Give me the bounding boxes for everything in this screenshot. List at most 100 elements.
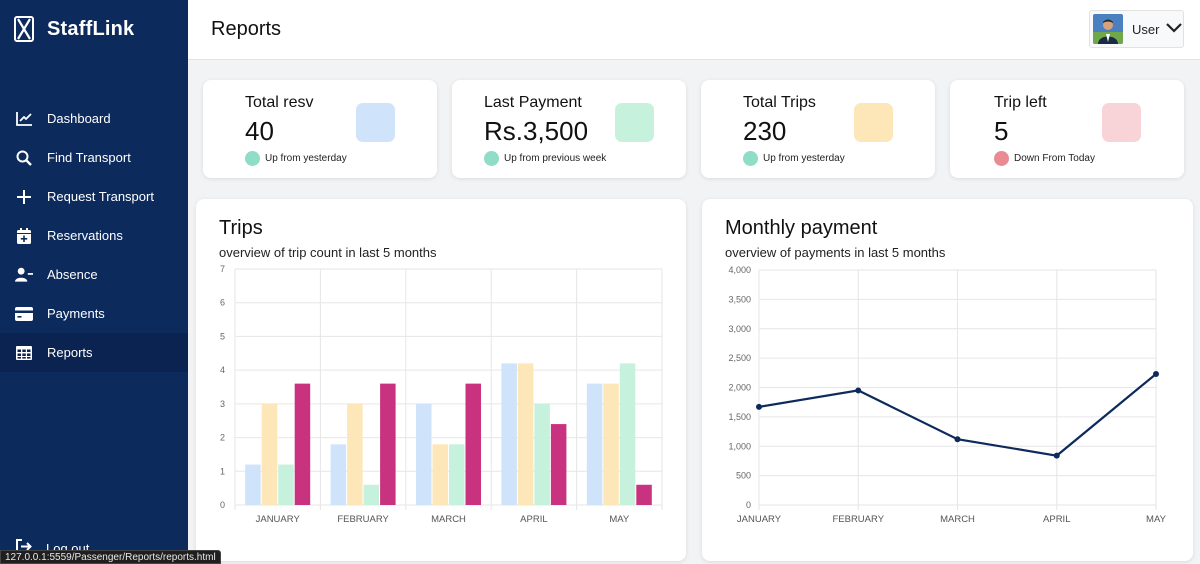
- table-icon: [15, 344, 33, 362]
- sidebar-item-label: Payments: [47, 306, 105, 321]
- page-title: Reports: [211, 18, 282, 40]
- bar: [416, 403, 432, 505]
- x-tick-label: MARCH: [431, 514, 466, 525]
- y-tick-label: 1,500: [728, 412, 751, 422]
- stat-label: Last Payment: [484, 94, 582, 111]
- trend-text: Up from previous week: [504, 153, 607, 164]
- x-tick-label: APRIL: [520, 514, 547, 525]
- sidebar-item-absence[interactable]: Absence: [0, 255, 188, 294]
- y-tick-label: 500: [736, 471, 751, 481]
- y-tick-label: 2: [220, 433, 225, 443]
- sidebar-item-find-transport[interactable]: Find Transport: [0, 138, 188, 177]
- x-tick-label: JANUARY: [737, 514, 782, 525]
- stat-value: 230: [743, 116, 787, 146]
- data-point: [855, 387, 862, 394]
- stat-trend: Up from yesterday: [245, 151, 347, 166]
- trend-dot: [743, 151, 758, 166]
- trend-text: Down From Today: [1014, 153, 1095, 164]
- trips-bar-chart: 0 1 2 3 4 5 6 7 JANUARY FEBRUARY MARCH APRIL MAY: [220, 264, 663, 525]
- y-tick-label: 1,000: [728, 441, 751, 451]
- plus-icon: [15, 188, 33, 206]
- sidebar-item-request-transport[interactable]: Request Transport: [0, 177, 188, 216]
- bar: [245, 464, 261, 505]
- x-tick-label: APRIL: [1043, 514, 1070, 525]
- y-tick-label: 3,500: [728, 294, 751, 304]
- bar: [603, 383, 619, 505]
- trend-text: Up from yesterday: [265, 153, 347, 164]
- sidebar-item-reports[interactable]: Reports: [0, 333, 188, 372]
- sidebar-item-label: Find Transport: [47, 150, 131, 165]
- bar: [636, 484, 652, 505]
- user-menu[interactable]: User: [1089, 10, 1184, 48]
- brand[interactable]: StaffLink: [14, 14, 134, 44]
- payment-chart-card: Monthly payment overview of payments in …: [702, 199, 1193, 561]
- y-tick-label: 7: [220, 264, 225, 274]
- bar: [550, 424, 567, 505]
- data-point: [1053, 452, 1060, 459]
- stat-trend: Down From Today: [994, 151, 1095, 166]
- y-tick-label: 4,000: [728, 265, 751, 275]
- sidebar-item-label: Absence: [47, 267, 98, 282]
- bar: [380, 383, 396, 505]
- trend-dot: [484, 151, 499, 166]
- stat-card-total-trips: Total Trips 230 Up from yesterday: [701, 80, 935, 178]
- chevron-down-icon: [1166, 20, 1183, 38]
- sidebar-item-label: Reports: [47, 345, 93, 360]
- stat-card-total-resv: Total resv 40 Up from yesterday: [203, 80, 437, 178]
- data-point: [954, 436, 961, 443]
- y-tick-label: 1: [220, 466, 225, 476]
- x-tick-label: MAY: [609, 514, 630, 525]
- sidebar-item-label: Request Transport: [47, 189, 154, 204]
- sidebar: StaffLink Dashboard Find Transport Reque…: [0, 0, 188, 564]
- bar: [534, 403, 550, 505]
- stat-trend: Up from previous week: [484, 151, 606, 166]
- header: Reports User: [188, 0, 1200, 60]
- data-point: [756, 403, 762, 410]
- stat-value: 5: [994, 116, 1009, 146]
- stat-swatch: [615, 103, 654, 142]
- x-tick-label: JANUARY: [256, 514, 301, 525]
- stat-trend: Up from yesterday: [743, 151, 845, 166]
- stat-label: Total resv: [245, 94, 314, 111]
- y-tick-label: 2,000: [728, 383, 751, 393]
- stat-swatch: [1102, 103, 1141, 142]
- bar: [465, 383, 481, 505]
- trips-chart-card: Trips overview of trip count in last 5 m…: [196, 199, 686, 561]
- y-tick-label: 2,500: [728, 353, 751, 363]
- stat-card-last-payment: Last Payment Rs.3,500 Up from previous w…: [452, 80, 686, 178]
- stat-swatch: [356, 103, 395, 142]
- chart-title: Monthly payment: [725, 217, 878, 239]
- chart-line-icon: [15, 110, 33, 128]
- bar: [517, 363, 534, 505]
- y-tick-label: 3,000: [728, 324, 751, 334]
- sidebar-item-reservations[interactable]: Reservations: [0, 216, 188, 255]
- bar: [449, 444, 465, 505]
- bar: [294, 383, 311, 505]
- stat-label: Total Trips: [743, 94, 816, 111]
- bar: [501, 363, 517, 505]
- chart-subtitle: overview of payments in last 5 months: [725, 245, 946, 260]
- x-tick-label: MAY: [1146, 514, 1167, 525]
- bar: [586, 383, 603, 505]
- credit-card-icon: [15, 305, 33, 323]
- chart-subtitle: overview of trip count in last 5 months: [219, 245, 437, 260]
- stat-swatch: [854, 103, 893, 142]
- bar: [278, 464, 294, 505]
- data-point: [1153, 370, 1159, 377]
- bar: [363, 484, 380, 505]
- x-tick-label: FEBRUARY: [337, 514, 389, 525]
- y-tick-label: 6: [220, 298, 225, 308]
- chart-title: Trips: [219, 217, 263, 239]
- x-tick-label: FEBRUARY: [832, 514, 884, 525]
- stat-value: Rs.3,500: [484, 116, 589, 146]
- sidebar-item-dashboard[interactable]: Dashboard: [0, 99, 188, 138]
- status-url: 127.0.0.1:5559/Passenger/Reports/reports…: [0, 550, 221, 564]
- user-minus-icon: [15, 266, 33, 284]
- trend-dot: [245, 151, 260, 166]
- bar: [432, 444, 448, 505]
- trend-text: Up from yesterday: [763, 153, 845, 164]
- y-tick-label: 5: [220, 331, 225, 341]
- sidebar-item-payments[interactable]: Payments: [0, 294, 188, 333]
- y-tick-label: 0: [746, 500, 751, 510]
- bar: [347, 403, 363, 505]
